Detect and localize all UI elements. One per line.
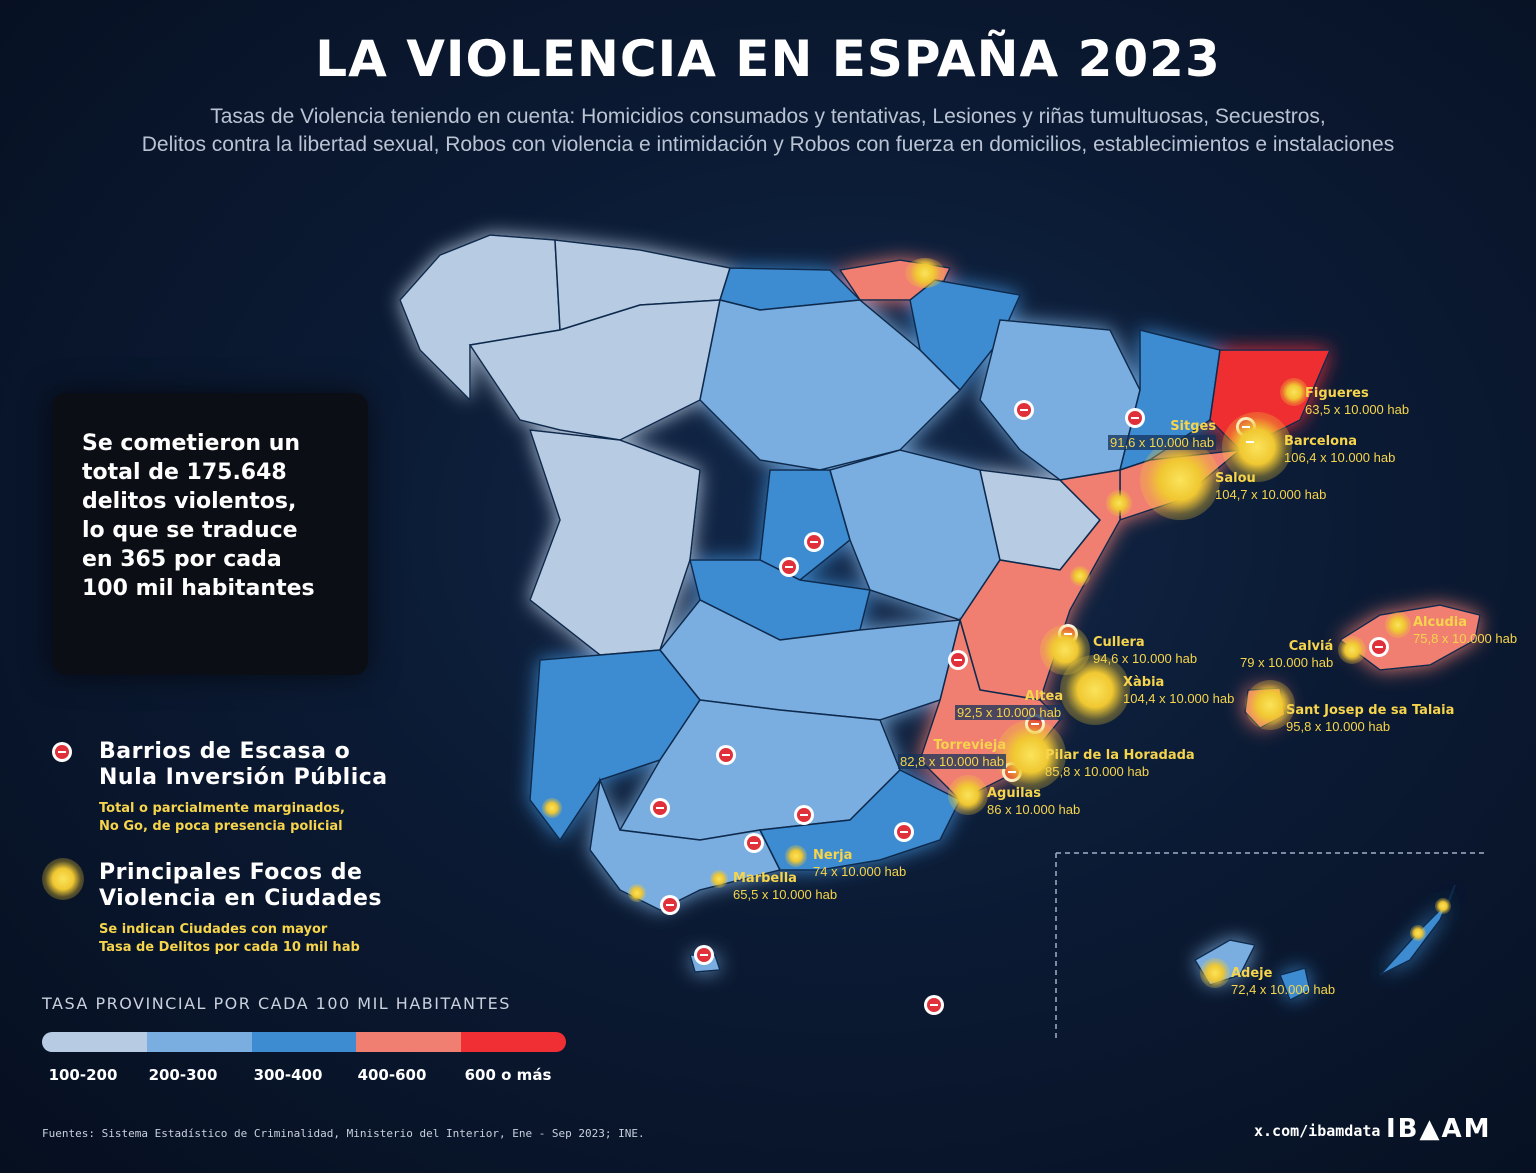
subtitle-line-1: Tasas de Violencia teniendo en cuenta: H… bbox=[210, 105, 1326, 128]
scale-swatch bbox=[42, 1032, 147, 1052]
city-label-marbella: Marbella 65,5 x 10.000 hab bbox=[733, 871, 838, 902]
city-label-figueres: Figueres 63,5 x 10.000 hab bbox=[1305, 386, 1410, 417]
city-label-altea: Altea 92,5 x 10.000 hab bbox=[955, 689, 1064, 720]
hotspot-glow-icon bbox=[1106, 490, 1132, 516]
scale-label: 200-300 bbox=[148, 1066, 218, 1084]
city-label-aguilas: Aguilas 86 x 10.000 hab bbox=[987, 786, 1081, 817]
callout-line: en 365 por cada bbox=[82, 547, 282, 572]
legend-line: Total o parcialmente marginados, bbox=[99, 801, 345, 816]
scale-label: 300-400 bbox=[253, 1066, 323, 1084]
sources-text: Fuentes: Sistema Estadístico de Criminal… bbox=[42, 1127, 645, 1140]
hotspot-glow-icon bbox=[542, 798, 562, 818]
canary-separator bbox=[1055, 852, 1486, 1040]
no-entry-icon bbox=[744, 833, 764, 853]
region-extremadura bbox=[528, 429, 701, 656]
info-callout: Se cometieron un total de 175.648 delito… bbox=[52, 393, 368, 675]
city-label-alcudia: Alcudia 75,8 x 10.000 hab bbox=[1413, 615, 1518, 646]
region-cadiz-malaga bbox=[589, 777, 782, 911]
legend-line: Nula Inversión Pública bbox=[99, 765, 388, 790]
hotspot-glow-icon bbox=[1410, 925, 1426, 941]
hotspot-glow-icon bbox=[948, 775, 988, 815]
callout-line: lo que se traduce bbox=[82, 518, 298, 543]
hotspot-glow-icon bbox=[1435, 898, 1451, 914]
no-entry-icon bbox=[948, 650, 968, 670]
legend-line: Violencia en Ciudades bbox=[99, 886, 382, 911]
callout-line: 100 mil habitantes bbox=[82, 576, 315, 601]
scale-label: 400-600 bbox=[357, 1066, 427, 1084]
scale-label: 600 o más bbox=[464, 1066, 552, 1084]
scale-title: TASA PROVINCIAL POR CADA 100 MIL HABITAN… bbox=[42, 994, 511, 1013]
ibam-logo: IB▲AM bbox=[1386, 1114, 1492, 1144]
no-entry-icon bbox=[794, 805, 814, 825]
city-label-barcelona: Barcelona 106,4 x 10.000 hab bbox=[1284, 434, 1396, 465]
city-label-torrevieja: Torrevieja 82,8 x 10.000 hab bbox=[898, 738, 1007, 769]
city-label-salou: Salou 104,7 x 10.000 hab bbox=[1215, 471, 1327, 502]
region-castilla-leon-e bbox=[699, 299, 962, 471]
legend-line: Se indican Ciudades con mayor bbox=[99, 922, 328, 937]
no-entry-icon bbox=[1125, 408, 1145, 428]
city-label-nerja: Nerja 74 x 10.000 hab bbox=[813, 848, 907, 879]
hotspot-glow-icon bbox=[785, 845, 807, 867]
hotspot-glow-icon bbox=[628, 884, 646, 902]
callout-line: delitos violentos, bbox=[82, 489, 297, 514]
scale-swatch bbox=[251, 1032, 357, 1052]
no-entry-icon bbox=[716, 745, 736, 765]
no-entry-icon bbox=[694, 945, 714, 965]
hotspot-glow-icon bbox=[1385, 612, 1411, 638]
legend-no-entry-icon bbox=[52, 742, 72, 762]
no-entry-icon bbox=[660, 895, 680, 915]
legend-line: No Go, de poca presencia policial bbox=[99, 819, 343, 834]
hotspot-glow-icon bbox=[996, 720, 1066, 790]
subtitle-line-2: Delitos contra la libertad sexual, Robos… bbox=[141, 133, 1395, 156]
legend-line: Principales Focos de bbox=[99, 860, 363, 885]
page-subtitle: Tasas de Violencia teniendo en cuenta: H… bbox=[20, 103, 1516, 159]
hotspot-glow-icon bbox=[1338, 636, 1366, 664]
region-madrid bbox=[759, 469, 851, 581]
scale-swatch bbox=[146, 1032, 252, 1052]
social-handle-link[interactable]: x.com/ibamdata bbox=[1254, 1122, 1381, 1140]
scale-swatch bbox=[461, 1032, 566, 1052]
no-entry-icon bbox=[1014, 400, 1034, 420]
legend-neighborhoods-desc: Total o parcialmente marginados, No Go, … bbox=[99, 800, 345, 836]
callout-line: total de 175.648 bbox=[82, 460, 287, 485]
city-label-sant-josep: Sant Josep de sa Talaia 95,8 x 10.000 hab bbox=[1286, 703, 1455, 734]
city-label-sitges: Sitges 91,6 x 10.000 hab bbox=[1108, 419, 1217, 450]
city-label-xabia: Xàbia 104,4 x 10.000 hab bbox=[1123, 675, 1235, 706]
city-label-adeje: Adeje 72,4 x 10.000 hab bbox=[1231, 966, 1336, 997]
hotspot-glow-icon bbox=[1070, 566, 1090, 586]
scale-swatch bbox=[356, 1032, 462, 1052]
no-entry-icon bbox=[894, 822, 914, 842]
hotspot-glow-icon bbox=[905, 258, 945, 288]
legend-hotspots-title: Principales Focos de Violencia en Ciudad… bbox=[99, 860, 382, 912]
region-almeria-granada bbox=[758, 769, 962, 871]
hotspot-glow-icon bbox=[1140, 440, 1220, 520]
no-entry-icon bbox=[804, 532, 824, 552]
hotspot-glow-icon bbox=[1245, 680, 1295, 730]
page-title: LA VIOLENCIA EN ESPAÑA 2023 bbox=[315, 30, 1221, 88]
region-aragon bbox=[979, 319, 1141, 481]
hotspot-glow-icon bbox=[1222, 412, 1292, 482]
legend-line: Barrios de Escasa o bbox=[99, 739, 351, 764]
city-label-cullera: Cullera 94,6 x 10.000 hab bbox=[1093, 635, 1198, 666]
no-entry-icon bbox=[779, 557, 799, 577]
scale-label: 100-200 bbox=[48, 1066, 118, 1084]
hotspot-glow-icon bbox=[1200, 958, 1230, 988]
callout-text: Se cometieron un total de 175.648 delito… bbox=[82, 429, 352, 603]
legend-line: Tasa de Delitos por cada 10 mil hab bbox=[99, 940, 360, 955]
color-scale-bar bbox=[42, 1032, 566, 1052]
city-label-pilar: Pilar de la Horadada 85,8 x 10.000 hab bbox=[1045, 748, 1195, 779]
region-canarias-gc bbox=[1278, 967, 1311, 1002]
callout-line: Se cometieron un bbox=[82, 431, 301, 456]
legend-neighborhoods-title: Barrios de Escasa o Nula Inversión Públi… bbox=[99, 739, 388, 791]
legend-hotspots-desc: Se indican Ciudades con mayor Tasa de De… bbox=[99, 921, 360, 957]
hotspot-glow-icon bbox=[710, 870, 728, 888]
city-label-calvia: Calviá 79 x 10.000 hab bbox=[1240, 639, 1334, 670]
no-entry-icon bbox=[924, 995, 944, 1015]
no-entry-icon bbox=[650, 798, 670, 818]
hotspot-glow-icon bbox=[1280, 378, 1308, 406]
no-entry-icon bbox=[1369, 637, 1389, 657]
legend-hotspot-icon bbox=[42, 858, 84, 900]
